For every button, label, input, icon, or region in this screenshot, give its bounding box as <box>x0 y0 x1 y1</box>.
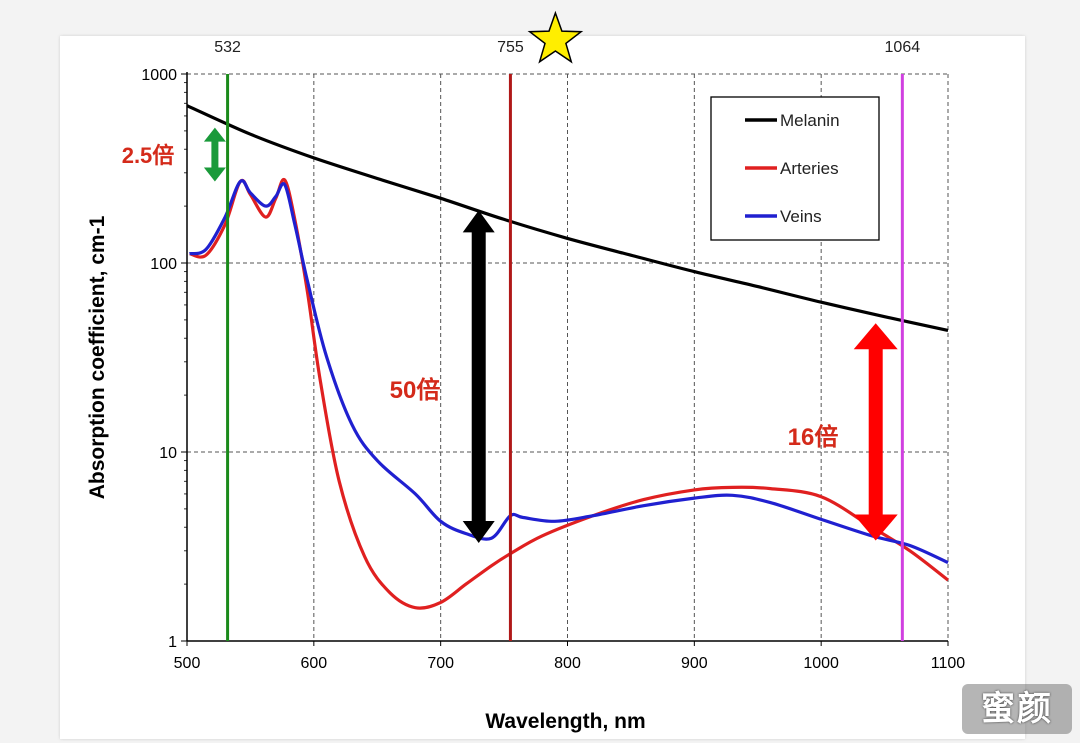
watermark-logo: 蜜颜 <box>962 684 1072 734</box>
wavelength-label-532: 532 <box>214 39 241 56</box>
y-tick-label: 100 <box>150 256 177 273</box>
y-tick-label: 10 <box>159 445 177 462</box>
x-tick-label: 1100 <box>931 655 966 672</box>
y-tick-label: 1000 <box>141 67 177 84</box>
legend-label-veins: Veins <box>780 207 822 226</box>
x-tick-label: 800 <box>554 655 581 672</box>
arrow-50x-shaft <box>471 231 486 523</box>
wavelength-label-1064: 1064 <box>885 39 921 56</box>
y-axis-label: Absorption coefficient, cm-1 <box>86 215 109 499</box>
y-tick-label: 1 <box>168 634 177 651</box>
x-tick-label: 500 <box>174 655 201 672</box>
legend-label-arteries: Arteries <box>780 159 839 178</box>
arrow-16x-head-down <box>853 514 898 541</box>
series-line-melanin <box>186 104 949 332</box>
arrow-16x-head-up <box>853 323 898 350</box>
arrow-2-5x-shaft <box>211 140 219 169</box>
legend-label-melanin: Melanin <box>780 111 840 130</box>
arrow-2-5x-head-down <box>203 167 226 182</box>
x-tick-label: 700 <box>427 655 454 672</box>
arrow-16x-shaft <box>868 348 883 516</box>
annotation-16x: 16倍 <box>788 423 839 451</box>
wavelength-label-755: 755 <box>497 39 524 56</box>
legend-box <box>710 96 880 241</box>
x-tick-label: 900 <box>681 655 708 672</box>
x-axis-label: Wavelength, nm <box>485 710 645 733</box>
series-line-veins <box>189 179 949 565</box>
arrow-50x-head-down <box>462 521 495 544</box>
annotation-2-5x: 2.5倍 <box>122 143 175 168</box>
arrow-50x-head-up <box>462 210 495 233</box>
star-icon <box>527 10 584 64</box>
x-tick-label: 1000 <box>803 655 839 672</box>
series-line-arteries <box>189 177 949 610</box>
arrow-2-5x-head-up <box>203 127 226 142</box>
annotation-50x: 50倍 <box>390 376 441 404</box>
x-tick-label: 600 <box>300 655 327 672</box>
